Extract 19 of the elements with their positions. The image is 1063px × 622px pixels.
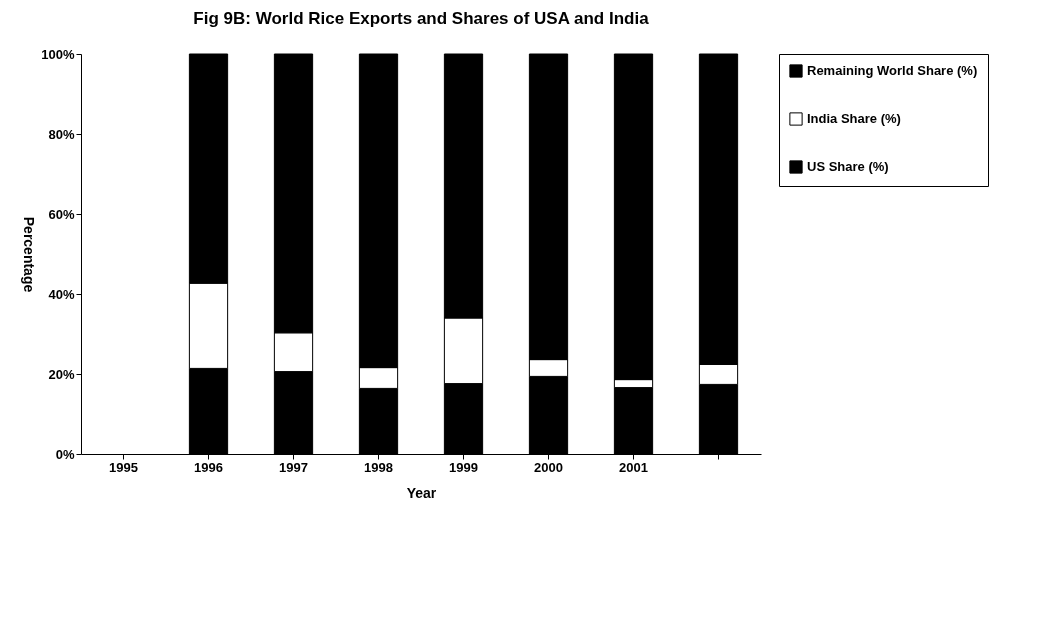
y-tick-label: 60% (48, 206, 75, 222)
legend-label: US Share (%) (807, 159, 889, 174)
legend-label: Remaining World Share (%) (807, 63, 978, 78)
chart-title: Fig 9B: World Rice Exports and Shares of USA and India (193, 9, 650, 28)
y-tick-label: 0% (55, 446, 75, 462)
y-tick-label: 80% (48, 126, 75, 142)
y-tick-label: 100% (41, 46, 75, 62)
x-tick-label: 2000 (534, 459, 563, 475)
x-tick-label: 2001 (619, 459, 648, 475)
x-tick-label: 1999 (449, 459, 478, 475)
y-tick-label: 20% (48, 366, 75, 382)
x-tick-label: 1996 (194, 459, 223, 475)
y-axis-title: Percentage (21, 216, 38, 293)
x-axis-title: Year (406, 484, 437, 501)
x-tick-label: 1998 (364, 459, 393, 475)
x-tick-label: 1995 (109, 459, 138, 475)
x-tick-label: 1997 (279, 459, 308, 475)
legend-label: India Share (%) (807, 111, 901, 126)
y-tick-label: 40% (48, 286, 75, 302)
